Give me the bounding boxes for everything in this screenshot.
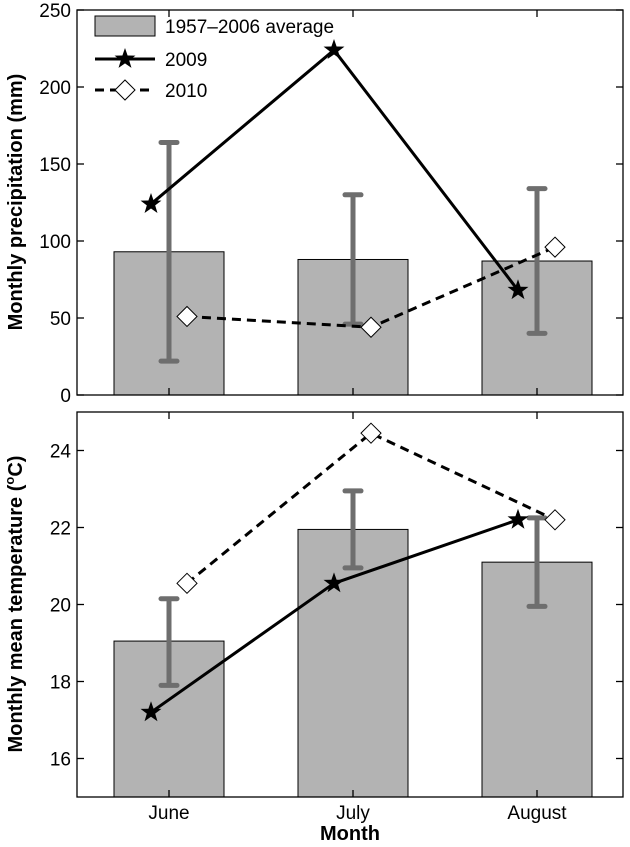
- month-x-ticks: June July August: [148, 803, 567, 824]
- precipitation-plot-frame: [76, 9, 624, 396]
- precipitation-point-2010-august: [544, 236, 566, 258]
- x-tick-label-july: July: [336, 803, 370, 824]
- precipitation-point-2010-june: [176, 305, 198, 328]
- precipitation-y-axis-title: Monthly precipitation (mm): [5, 74, 27, 331]
- temperature-point-2009-july: [323, 572, 345, 593]
- precipitation-point-2009-june: [140, 193, 162, 213]
- legend-marker-2009-star: [114, 48, 136, 68]
- temperature-y-ticks: 16 18 20 22 24: [50, 412, 623, 797]
- legend-label-average: 1957–2006 average: [165, 17, 334, 38]
- x-tick-label-august: August: [507, 803, 567, 824]
- temperature-y-tick-label-4: 24: [50, 442, 72, 463]
- temperature-panel: 16 18 20 22 24 June July August Monthly mean t…: [2, 411, 624, 845]
- temperature-point-2010-august: [544, 509, 566, 531]
- temperature-line-2010: [186, 431, 556, 585]
- legend: 1957–2006 average 2009 2010: [94, 15, 334, 102]
- precipitation-y-tick-label-4: 200: [39, 78, 71, 99]
- legend-label-2009: 2009: [165, 50, 207, 71]
- temperature-bar-july: [297, 528, 409, 798]
- precipitation-y-tick-label-1: 50: [50, 309, 71, 330]
- precipitation-marks: [113, 39, 593, 396]
- temperature-y-title-degree: o: [2, 477, 17, 485]
- temperature-y-title-end: C): [5, 456, 27, 477]
- precipitation-y-tick-label-0: 0: [60, 386, 71, 407]
- precipitation-y-tick-label-3: 150: [39, 155, 71, 176]
- precipitation-point-2009-august: [507, 279, 529, 300]
- legend-label-2010: 2010: [165, 81, 207, 102]
- x-axis-title: Month: [320, 823, 380, 845]
- temperature-point-2009-june: [140, 701, 162, 722]
- temperature-y-tick-label-2: 20: [50, 596, 71, 617]
- temperature-y-tick-label-3: 22: [50, 519, 71, 540]
- precipitation-panel: 0 50 100 150 200 250 Monthly precipitation (m…: [5, 1, 624, 407]
- precipitation-y-tick-label-2: 100: [39, 232, 71, 253]
- temperature-y-tick-label-1: 18: [50, 673, 71, 694]
- precipitation-y-tick-label-5: 250: [39, 1, 71, 22]
- temperature-y-title-start: Monthly mean temperature (: [5, 484, 27, 752]
- temperature-y-axis-title: Monthly mean temperature (oC): [2, 456, 27, 753]
- temperature-marks: [113, 422, 593, 798]
- x-tick-label-june: June: [148, 803, 189, 824]
- temperature-point-2010-july: [360, 422, 382, 444]
- precipitation-y-ticks: 0 50 100 150 200 250: [39, 1, 623, 407]
- temperature-point-2009-august: [507, 508, 529, 529]
- temperature-y-tick-label-0: 16: [50, 750, 71, 771]
- legend-marker-2010-diamond: [114, 79, 136, 101]
- temperature-point-2010-june: [176, 572, 198, 595]
- precipitation-point-2010-july: [360, 316, 382, 338]
- precipitation-point-2009-july: [323, 39, 345, 59]
- legend-swatch-average: [94, 15, 156, 37]
